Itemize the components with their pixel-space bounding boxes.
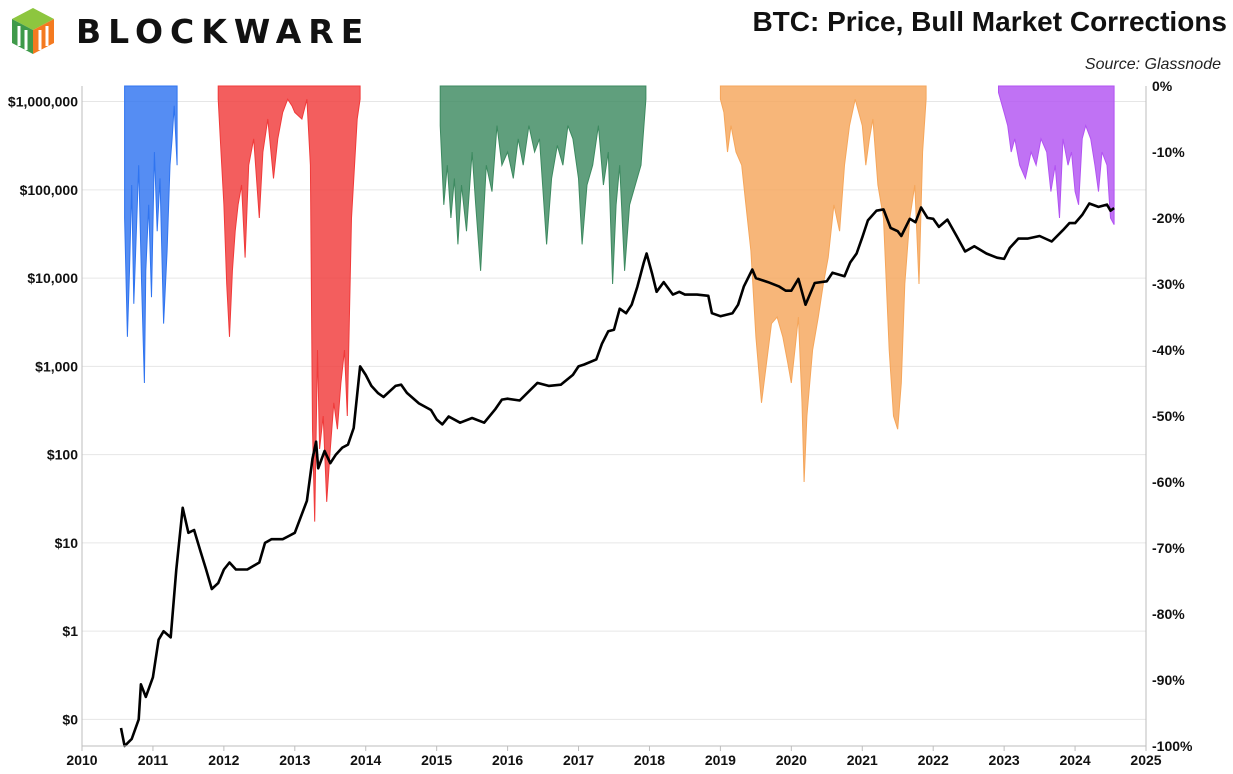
brand-logo: BLOCKWARE (10, 6, 370, 56)
chart-source: Source: Glassnode (1084, 56, 1221, 73)
left-tick-label: $10,000 (27, 270, 78, 286)
right-tick-label: -80% (1152, 606, 1185, 622)
right-tick-label: -30% (1152, 276, 1185, 292)
right-tick-label: -60% (1152, 474, 1185, 490)
x-tick-label: 2021 (847, 752, 878, 768)
right-tick-label: -100% (1152, 738, 1193, 754)
x-tick-label: 2018 (634, 752, 665, 768)
x-tick-label: 2011 (138, 752, 169, 768)
correction-area (217, 85, 361, 522)
left-tick-label: $1 (62, 623, 78, 639)
right-tick-label: -20% (1152, 210, 1185, 226)
cube-icon (12, 8, 54, 54)
x-tick-label: 2015 (421, 752, 452, 768)
left-tick-label: $100 (47, 447, 78, 463)
brand-name: BLOCKWARE (76, 11, 371, 51)
correction-area (998, 85, 1115, 225)
correction-area (719, 85, 927, 483)
left-tick-label: $100,000 (20, 182, 79, 198)
x-tick-label: 2022 (918, 752, 949, 768)
right-tick-label: -70% (1152, 540, 1185, 556)
right-tick-label: -90% (1152, 672, 1185, 688)
x-tick-label: 2014 (350, 752, 381, 768)
correction-area (439, 85, 647, 285)
x-tick-label: 2016 (492, 752, 523, 768)
left-tick-label: $10 (55, 535, 79, 551)
right-tick-label: -10% (1152, 144, 1185, 160)
left-tick-label: $1,000,000 (8, 94, 78, 110)
x-tick-label: 2025 (1130, 752, 1161, 768)
x-tick-label: 2019 (705, 752, 736, 768)
x-tick-label: 2010 (66, 752, 97, 768)
x-tick-label: 2023 (989, 752, 1020, 768)
chart-title: BTC: Price, Bull Market Corrections (752, 6, 1227, 37)
right-tick-label: -50% (1152, 408, 1185, 424)
x-tick-label: 2012 (208, 752, 239, 768)
x-tick-label: 2013 (279, 752, 310, 768)
right-tick-label: -40% (1152, 342, 1185, 358)
correction-area (124, 85, 178, 384)
left-tick-label: $1,000 (35, 358, 78, 374)
left-tick-label: $0 (62, 711, 78, 727)
price-line (119, 202, 1115, 748)
x-tick-label: 2024 (1059, 752, 1090, 768)
right-tick-label: 0% (1152, 78, 1173, 94)
x-tick-label: 2017 (563, 752, 594, 768)
x-tick-label: 2020 (776, 752, 807, 768)
